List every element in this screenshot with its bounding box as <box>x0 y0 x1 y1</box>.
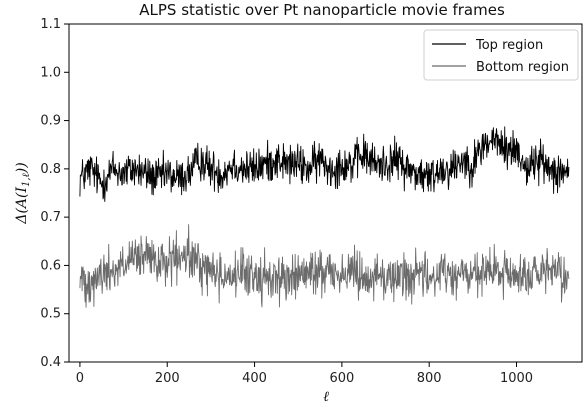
legend-box <box>423 29 579 81</box>
y-tick-label: 1.0 <box>40 65 61 80</box>
y-axis-label-main: Δ(A(I <box>14 187 30 225</box>
y-axis: 0.4 0.5 0.6 0.7 0.8 0.9 1.0 1.1 <box>40 17 69 370</box>
plot-frame <box>68 23 583 363</box>
x-tick-label: 400 <box>242 371 267 386</box>
y-tick-label: 0.6 <box>40 258 61 273</box>
y-tick-label: 0.7 <box>40 210 61 225</box>
series-line-bottom-region <box>79 224 570 308</box>
y-tick-label: 0.8 <box>40 162 61 177</box>
x-tick-label: 1000 <box>500 371 533 386</box>
y-tick-label: 0.5 <box>40 307 61 322</box>
x-tick-label: 800 <box>417 371 442 386</box>
plot-series <box>79 126 570 308</box>
x-tick-label: 0 <box>76 371 84 386</box>
y-axis-label-close: )) <box>14 162 30 174</box>
y-tick-label: 1.1 <box>40 17 61 32</box>
chart-title: ALPS statistic over Pt nanoparticle movi… <box>139 1 505 19</box>
y-axis-label: Δ(A(I1,ℓ)) <box>14 162 32 224</box>
y-tick-label: 0.4 <box>40 355 61 370</box>
x-axis-label: ℓ <box>323 389 329 405</box>
legend-label-bottom-region: Bottom region <box>476 60 569 75</box>
y-axis-label-sub: 1,ℓ <box>21 173 32 187</box>
legend: Top region Bottom region <box>423 29 579 81</box>
y-tick-label: 0.9 <box>40 114 61 129</box>
legend-label-top-region: Top region <box>475 38 543 53</box>
x-tick-label: 600 <box>329 371 354 386</box>
x-tick-label: 200 <box>155 371 180 386</box>
series-line-top-region <box>79 126 570 202</box>
x-axis: 0 200 400 600 800 1000 <box>76 362 533 386</box>
